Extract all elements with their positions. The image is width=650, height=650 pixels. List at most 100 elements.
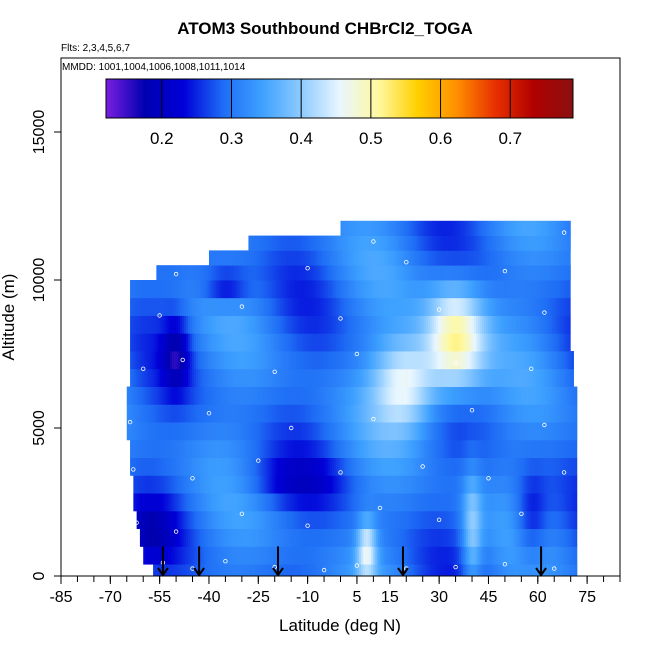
- x-tick-label: 30: [430, 589, 448, 606]
- x-axis: -85 -70 -55 -40 -25 -10 5 15 30 45 60 75: [49, 576, 621, 606]
- sample-point: [190, 476, 195, 481]
- altitude-band: [130, 280, 571, 299]
- altitude-band: [130, 333, 571, 352]
- x-tick-label: -70: [99, 589, 122, 606]
- altitude-band: [248, 235, 571, 251]
- flight-arrows: [157, 546, 547, 577]
- altitude-band: [340, 220, 571, 236]
- flight-arrow: [193, 546, 205, 577]
- y-tick-label: 0: [31, 571, 48, 580]
- altitude-band: [156, 265, 571, 281]
- x-axis-label: Latitude (deg N): [279, 616, 401, 635]
- sample-point: [486, 476, 491, 481]
- x-tick-label: 5: [352, 589, 361, 606]
- sample-point: [371, 239, 376, 244]
- sample-point: [371, 416, 376, 422]
- concentration-field: [126, 220, 578, 576]
- sample-point: [131, 467, 136, 472]
- sample-point: [140, 366, 146, 371]
- x-tick-label: 45: [480, 589, 498, 606]
- sample-point: [173, 529, 179, 534]
- x-tick-label: -10: [296, 589, 319, 606]
- colorbar-tick-label: 0.6: [429, 129, 453, 148]
- sample-point: [519, 511, 524, 516]
- altitude-band: [130, 439, 578, 458]
- flight-arrow: [535, 546, 547, 577]
- colorbar-tick-label: 0.3: [220, 129, 244, 148]
- colorbar: 0.2 0.3 0.4 0.5 0.6 0.7: [105, 78, 574, 148]
- sample-point: [561, 470, 567, 475]
- sample-point: [420, 464, 425, 469]
- y-axis-label: Altitude (m): [0, 274, 18, 361]
- altitude-band: [139, 528, 578, 547]
- sample-point: [436, 307, 442, 312]
- colorbar-tick-label: 0.2: [150, 129, 174, 148]
- sample-point: [338, 470, 343, 475]
- x-tick-label: 15: [381, 589, 399, 606]
- sample-point: [404, 260, 409, 265]
- sample-point: [256, 458, 261, 463]
- sample-point: [127, 419, 133, 425]
- sample-point: [289, 425, 294, 431]
- sample-point: [338, 316, 343, 321]
- colorbar-tick-label: 0.5: [359, 129, 383, 148]
- colorbar-tick-label: 0.7: [498, 129, 522, 148]
- sample-point: [561, 230, 567, 235]
- sample-point: [529, 366, 534, 371]
- altitude-band: [130, 297, 571, 316]
- flight-arrow: [157, 546, 169, 577]
- sample-point: [321, 567, 327, 573]
- altitude-band: [130, 351, 574, 370]
- x-tick-label: 75: [578, 589, 596, 606]
- sample-point: [173, 271, 179, 277]
- sample-point: [305, 266, 310, 271]
- sample-point: [206, 411, 212, 416]
- altitude-band: [126, 422, 578, 441]
- altitude-band: [208, 250, 571, 266]
- altitude-band: [130, 457, 578, 476]
- sample-point: [239, 304, 245, 309]
- sample-point: [542, 310, 547, 315]
- x-tick-label: -40: [197, 589, 220, 606]
- sample-point: [354, 351, 360, 357]
- altitude-band: [126, 404, 578, 423]
- altitude-band: [143, 546, 578, 565]
- sample-point: [453, 360, 458, 366]
- chart-title: ATOM3 Southbound CHBrCl2_TOGA: [177, 19, 473, 38]
- altitude-band: [130, 315, 571, 334]
- sample-point: [552, 566, 557, 571]
- sample-point: [354, 563, 360, 568]
- altitude-band: [153, 564, 578, 576]
- sample-point: [223, 559, 228, 564]
- sample-point: [377, 505, 383, 511]
- sample-point: [134, 520, 139, 525]
- sample-point: [157, 313, 162, 318]
- sample-point: [272, 369, 277, 374]
- sample-point: [453, 564, 458, 570]
- y-axis: 0 5000 10000 15000: [31, 110, 61, 580]
- sample-point: [140, 567, 146, 573]
- altitude-band: [133, 493, 578, 512]
- flight-arrow: [272, 546, 284, 577]
- altitude-band: [133, 475, 578, 494]
- sample-point: [305, 523, 310, 528]
- flight-arrow: [397, 546, 409, 577]
- sample-point: [239, 511, 245, 516]
- x-tick-label: 60: [529, 589, 547, 606]
- sample-point: [502, 268, 508, 274]
- y-tick-label: 10000: [31, 258, 48, 303]
- sample-point: [180, 357, 185, 363]
- x-tick-label: -25: [247, 589, 270, 606]
- y-tick-label: 5000: [31, 410, 48, 446]
- altitude-band: [130, 368, 574, 387]
- sample-point: [502, 562, 508, 567]
- altitude-band: [136, 510, 578, 530]
- dates-note: MMDD: 1001,1004,1006,1008,1011,1014: [62, 62, 246, 73]
- altitude-band: [126, 386, 578, 405]
- sample-point: [469, 408, 475, 413]
- colorbar-tick-label: 0.4: [289, 129, 313, 148]
- sample-point: [436, 517, 442, 522]
- x-tick-label: -85: [49, 589, 72, 606]
